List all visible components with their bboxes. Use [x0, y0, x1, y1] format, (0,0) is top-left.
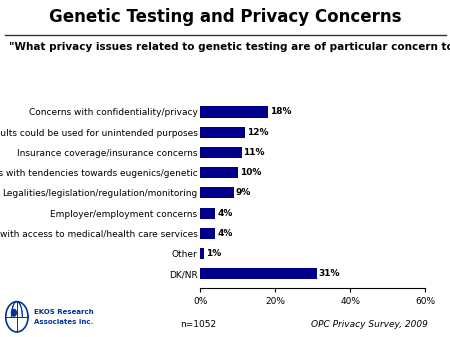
Bar: [200, 106, 268, 118]
Bar: [200, 228, 215, 239]
Bar: [200, 268, 316, 279]
Text: OPC Privacy Survey, 2009: OPC Privacy Survey, 2009: [310, 319, 428, 329]
Text: 31%: 31%: [319, 269, 340, 278]
Text: Associates Inc.: Associates Inc.: [34, 319, 93, 325]
Text: n=1052: n=1052: [180, 319, 216, 329]
Text: 4%: 4%: [217, 229, 233, 238]
Bar: [200, 147, 242, 158]
Text: 12%: 12%: [247, 128, 269, 137]
Bar: [200, 187, 234, 198]
Bar: [200, 127, 245, 138]
Text: 1%: 1%: [206, 249, 221, 258]
Text: "What privacy issues related to genetic testing are of particular concern to you: "What privacy issues related to genetic …: [9, 42, 450, 52]
Text: 10%: 10%: [239, 168, 261, 177]
Bar: [200, 167, 238, 178]
Text: Genetic Testing and Privacy Concerns: Genetic Testing and Privacy Concerns: [49, 8, 401, 26]
Circle shape: [11, 309, 16, 316]
Text: 4%: 4%: [217, 209, 233, 218]
Text: 18%: 18%: [270, 108, 291, 117]
Bar: [200, 208, 215, 219]
Bar: [200, 248, 204, 259]
Text: 9%: 9%: [236, 188, 251, 197]
Text: 11%: 11%: [243, 148, 265, 157]
Text: EKOS Research: EKOS Research: [34, 309, 94, 315]
